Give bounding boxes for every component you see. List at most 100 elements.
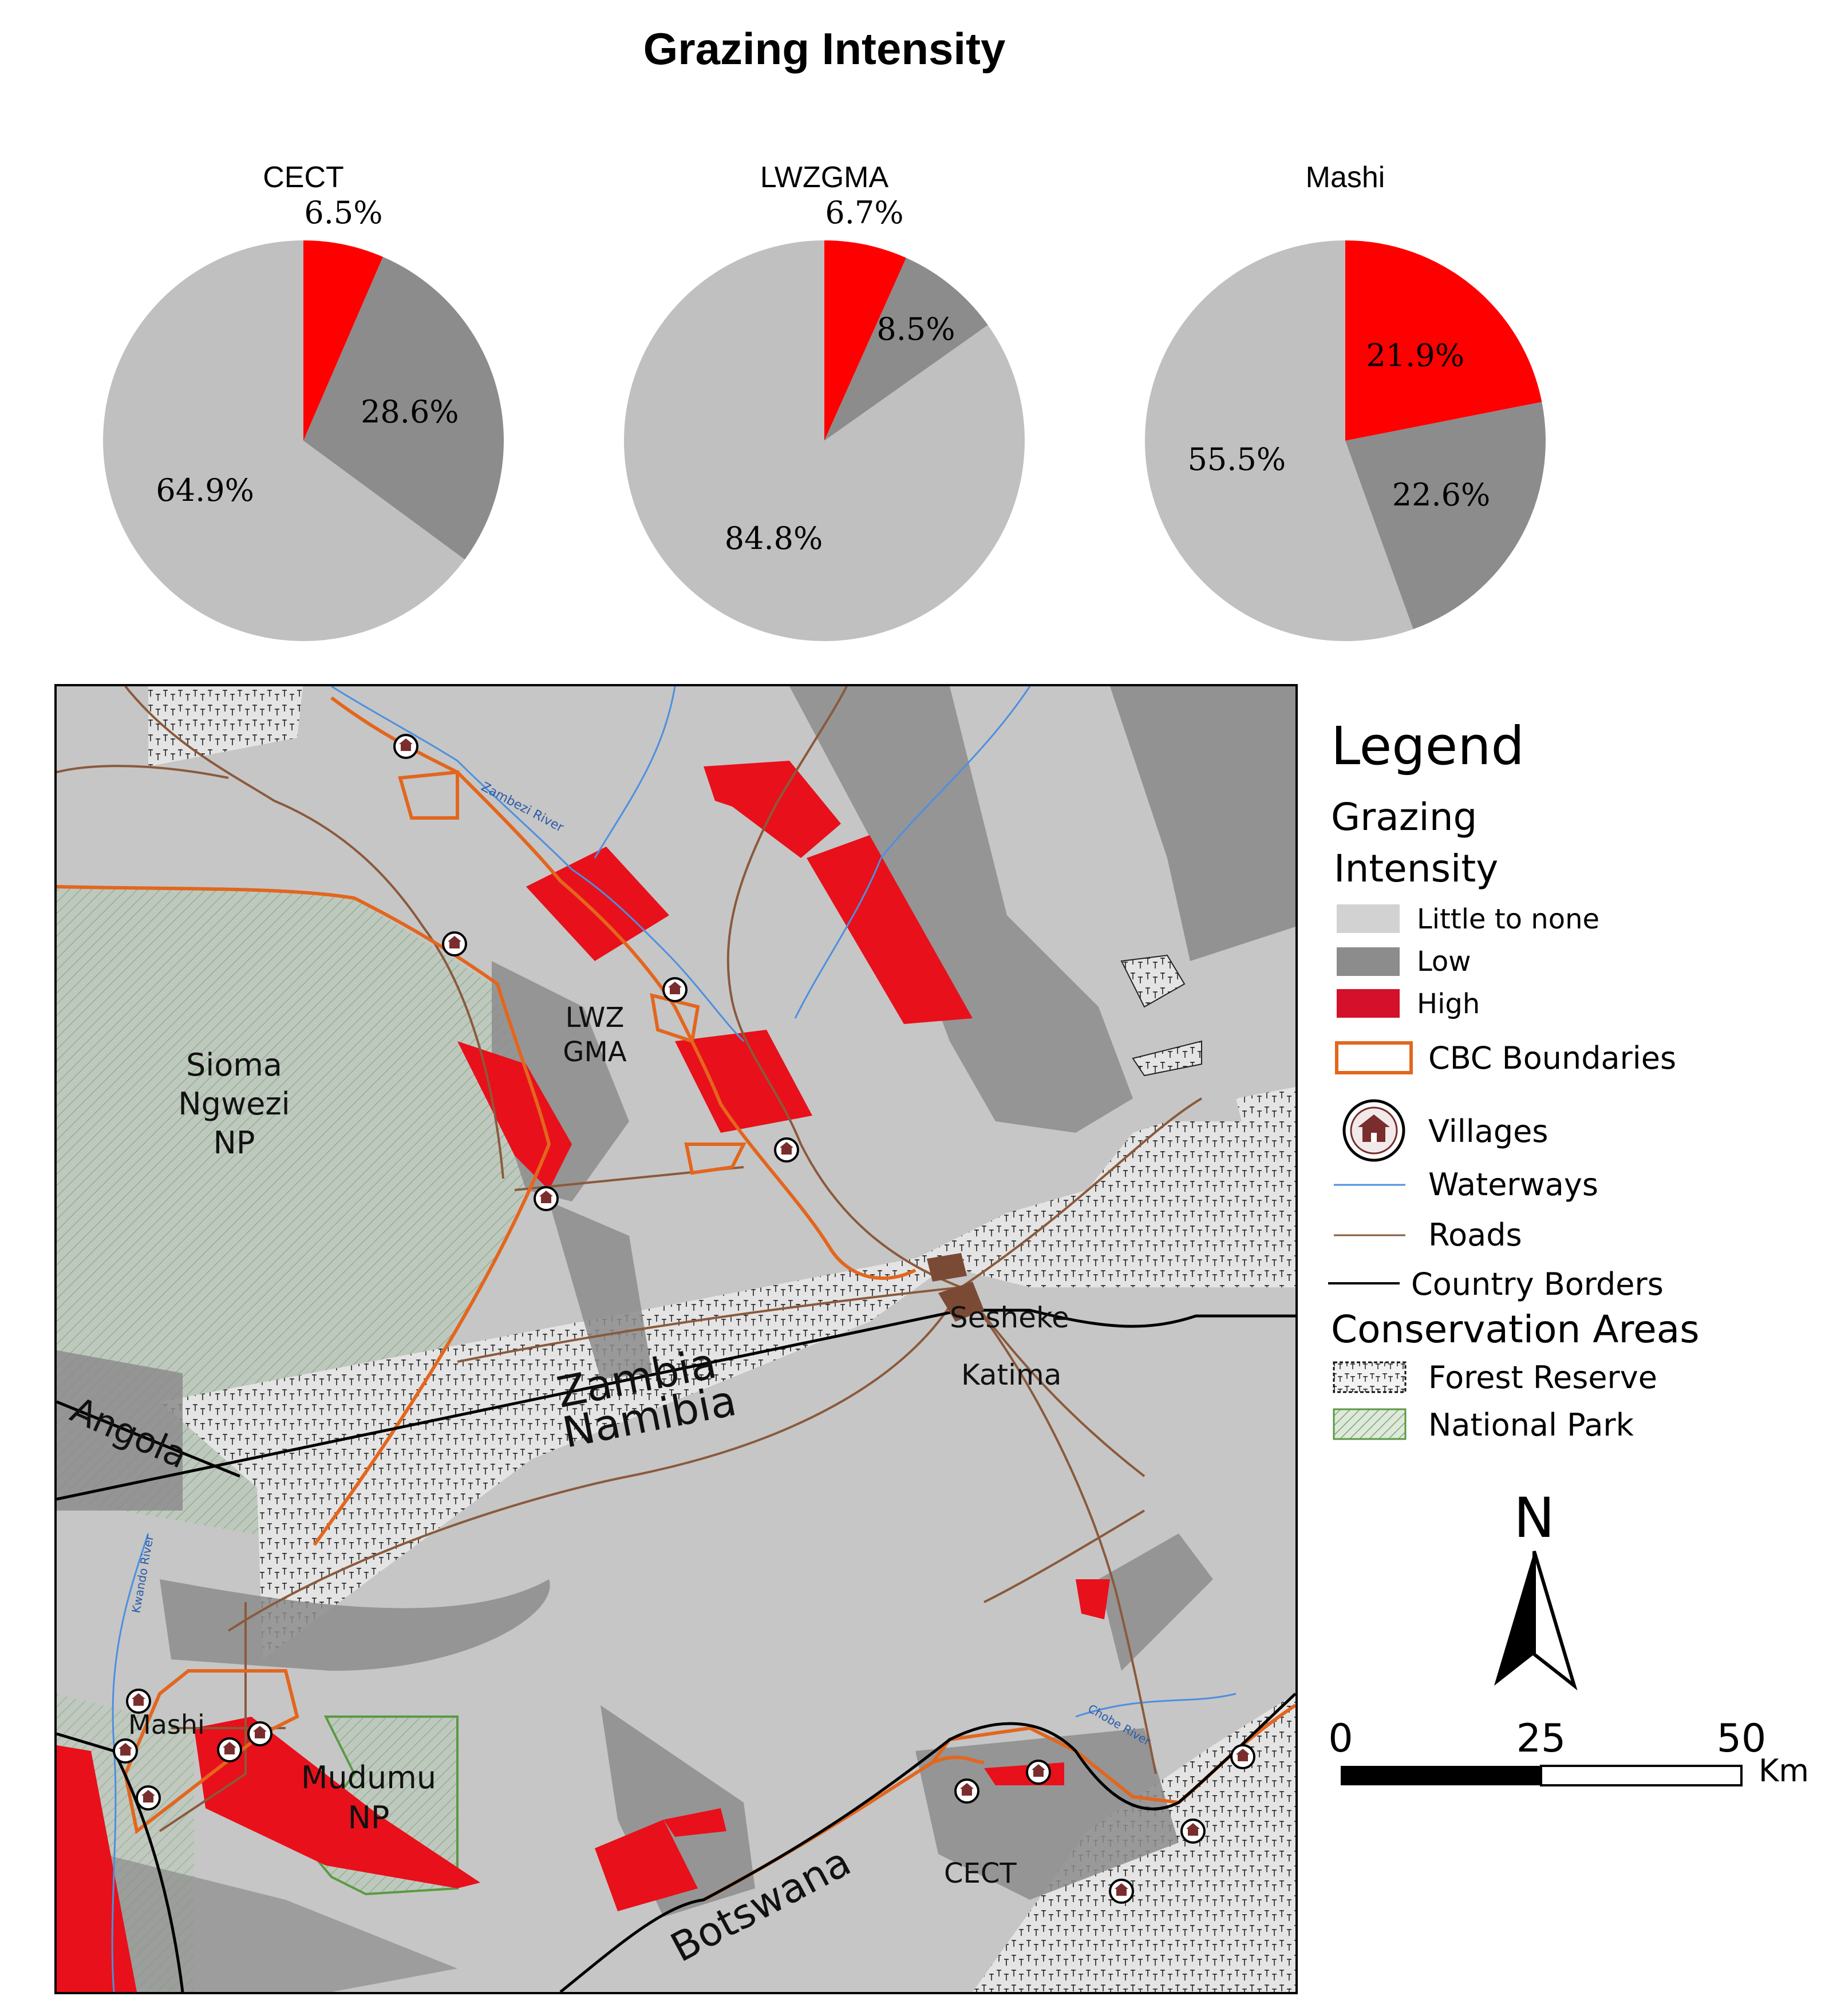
high-grazing-lwz-3 — [457, 1041, 572, 1190]
pie-slice-high — [1345, 240, 1542, 441]
low-grazing-cect — [915, 1728, 1179, 1900]
low-grazing-angola — [57, 1350, 183, 1511]
legend-grazing-heading-2: Intensity — [1334, 847, 1498, 891]
village-icon — [217, 1737, 242, 1762]
forest-reserve-small-2 — [1132, 1040, 1202, 1077]
village-icon — [113, 1738, 138, 1764]
scale-tick-0: 0 — [1328, 1717, 1353, 1761]
legend-swatch-high — [1337, 989, 1400, 1018]
pie-slice-high — [824, 240, 907, 441]
map-svg: Sioma Ngwezi NP LWZ GMA Zambia Namibia A… — [57, 686, 1295, 1992]
label-cect: CECT — [944, 1857, 1017, 1889]
high-grazing-botswana-2 — [663, 1808, 726, 1837]
village-icon — [954, 1778, 979, 1804]
waterway-northeast — [794, 857, 882, 1019]
scale-unit: Km — [1759, 1753, 1809, 1789]
scale-bar-white — [1540, 1765, 1743, 1786]
label-lwz-1: LWZ — [566, 1002, 625, 1034]
forest-reserve-small-3 — [1236, 1087, 1295, 1144]
label-katima: Katima — [961, 1358, 1061, 1392]
legend-swatch-low — [1337, 947, 1400, 976]
pie-slice-little-to-none — [1144, 240, 1413, 641]
village-icon — [442, 931, 467, 956]
legend-swatch-forest-reserve — [1333, 1361, 1407, 1393]
high-grazing-lwz-1 — [526, 847, 669, 961]
village-icon — [1342, 1099, 1405, 1162]
country-borders — [57, 1309, 1295, 1992]
village-icon — [126, 1689, 151, 1714]
north-arrow: N — [1494, 1488, 1578, 1691]
north-arrow-left-half — [1494, 1551, 1534, 1686]
forest-reserve-small-1 — [1120, 954, 1186, 1008]
legend-grazing-heading-1: Grazing — [1331, 795, 1477, 839]
legend-swatch-cbc — [1335, 1041, 1413, 1074]
pie-label-little-to-none: 64.9% — [156, 472, 254, 508]
pie-title-mashi: Mashi — [1305, 161, 1385, 194]
pie-chart-cect: 6.5% 28.6% 64.9% — [103, 195, 504, 641]
label-mashi: Mashi — [128, 1709, 205, 1740]
zambezi-river — [331, 686, 745, 1042]
label-sioma-3: NP — [214, 1125, 255, 1161]
pie-slice-low — [1345, 402, 1546, 630]
legend-label-waterways: Waterways — [1428, 1167, 1598, 1203]
legend-label-villages: Villages — [1428, 1113, 1548, 1149]
pie-slice-low — [303, 256, 504, 560]
pie-slice-low — [824, 258, 988, 441]
legend-label-country-borders: Country Borders — [1411, 1266, 1664, 1302]
high-grazing-east — [1076, 1579, 1110, 1619]
high-grazing-botswana — [595, 1820, 698, 1911]
label-mudumu-2: NP — [348, 1800, 390, 1836]
village-icon — [1109, 1879, 1134, 1904]
village-icon — [662, 977, 688, 1002]
low-grazing-ne — [1110, 686, 1295, 961]
pie-label-low: 22.6% — [1392, 477, 1491, 513]
north-arrow-right-half — [1532, 1551, 1578, 1691]
map-panel: Sioma Ngwezi NP LWZ GMA Zambia Namibia A… — [54, 684, 1298, 1994]
high-grazing-northeast — [807, 835, 973, 1024]
chobe-river — [1075, 1693, 1237, 1718]
high-grazing-mashi — [194, 1717, 480, 1888]
pie-slice-high — [303, 240, 384, 441]
pie-label-high: 6.7% — [825, 195, 903, 231]
legend-label-little: Little to none — [1417, 903, 1599, 935]
high-grazing-southwest — [57, 1745, 137, 1992]
legend-label-roads: Roads — [1428, 1217, 1522, 1253]
pie-title-lwzgma: LWZGMA — [760, 161, 889, 194]
legend: Legend Grazing Intensity Little to none … — [1328, 716, 1700, 1443]
pie-chart-lwzgma: 6.7% 8.5% 84.8% — [623, 195, 1025, 642]
village-icon — [136, 1785, 161, 1811]
legend-swatch-national-park — [1333, 1408, 1407, 1440]
roads — [57, 686, 1203, 1832]
villages — [113, 734, 1255, 1904]
pie-label-high: 21.9% — [1366, 337, 1464, 373]
pie-label-little-to-none: 84.8% — [725, 520, 823, 556]
pie-label-low: 28.6% — [361, 394, 459, 430]
legend-label-high: High — [1417, 988, 1480, 1020]
village-icon — [774, 1137, 799, 1163]
pie-slice-little-to-none — [103, 240, 465, 641]
pie-label-high: 6.5% — [304, 195, 382, 231]
sesheke-town-area — [927, 1253, 967, 1282]
village-icon — [1026, 1760, 1051, 1785]
village-icon — [247, 1721, 272, 1746]
kwando-river — [111, 1533, 149, 1992]
scale-tick-25: 25 — [1516, 1717, 1566, 1761]
legend-label-cbc: CBC Boundaries — [1428, 1040, 1676, 1076]
village-icon — [393, 734, 418, 759]
label-sioma-1: Sioma — [186, 1047, 282, 1083]
label-mudumu-1: Mudumu — [301, 1760, 436, 1796]
village-icon — [1230, 1744, 1255, 1769]
waterway-north — [594, 686, 676, 859]
low-grazing-central — [789, 686, 1133, 1133]
label-lwz-2: GMA — [563, 1036, 627, 1068]
legend-conservation-heading: Conservation Areas — [1331, 1307, 1700, 1351]
low-grazing-mid — [549, 1201, 652, 1379]
village-icon — [534, 1186, 559, 1211]
legend-title: Legend — [1331, 716, 1524, 777]
label-sioma-2: Ngwezi — [178, 1086, 290, 1122]
scale-tick-50: 50 — [1717, 1717, 1767, 1761]
low-grazing-southwest — [57, 1843, 457, 1992]
legend-swatch-little — [1337, 904, 1400, 933]
figure-title: Grazing Intensity — [643, 23, 1006, 74]
